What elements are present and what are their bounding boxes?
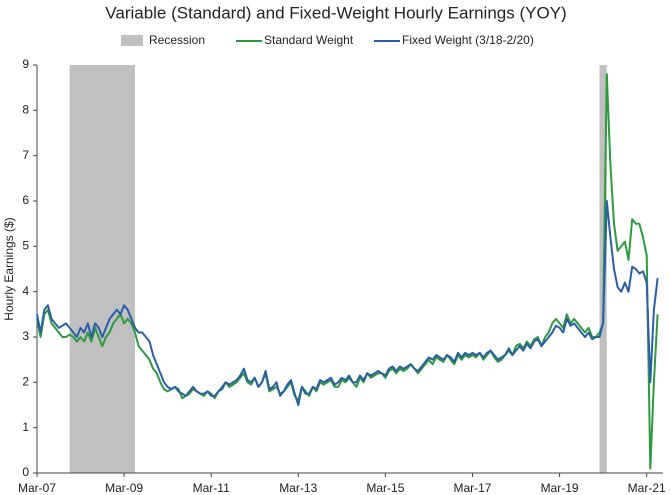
x-tick-label: Mar-15 bbox=[366, 481, 404, 495]
y-tick-label: 8 bbox=[22, 103, 29, 117]
y-tick-label: 3 bbox=[22, 329, 29, 343]
y-tick-label: 0 bbox=[22, 465, 29, 479]
chart-title: Variable (Standard) and Fixed-Weight Hou… bbox=[105, 3, 566, 22]
y-axis-label: Hourly Earnings ($) bbox=[2, 217, 16, 320]
y-tick-label: 5 bbox=[22, 239, 29, 253]
y-tick-label: 9 bbox=[22, 57, 29, 71]
y-tick-label: 2 bbox=[22, 375, 29, 389]
series-line bbox=[36, 200, 659, 406]
x-tick-label: Mar-17 bbox=[453, 481, 491, 495]
legend-label: Recession bbox=[149, 33, 205, 47]
y-tick-label: 4 bbox=[22, 284, 29, 298]
x-tick-label: Mar-13 bbox=[279, 481, 317, 495]
x-tick-label: Mar-11 bbox=[193, 481, 230, 495]
series-line bbox=[36, 73, 659, 470]
x-tick-label: Mar-21 bbox=[628, 481, 666, 495]
legend-label: Fixed Weight (3/18-2/20) bbox=[402, 33, 534, 47]
y-tick-label: 7 bbox=[22, 148, 29, 162]
x-tick-label: Mar-19 bbox=[541, 481, 579, 495]
y-tick-label: 6 bbox=[22, 193, 29, 207]
recession-band bbox=[69, 65, 135, 473]
x-tick-label: Mar-09 bbox=[105, 481, 143, 495]
legend-swatch bbox=[121, 35, 143, 46]
y-tick-label: 1 bbox=[22, 420, 29, 434]
legend-label: Standard Weight bbox=[264, 33, 354, 47]
x-tick-label: Mar-07 bbox=[18, 481, 56, 495]
